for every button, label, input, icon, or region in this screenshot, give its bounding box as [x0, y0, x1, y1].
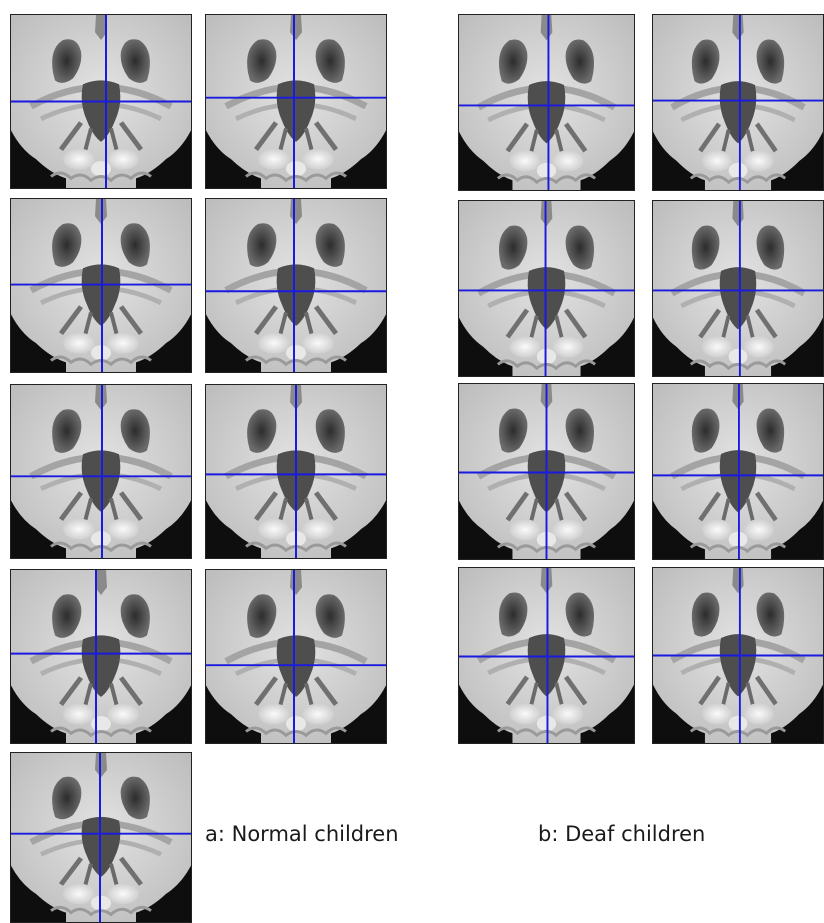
mri-panel-deaf-6	[652, 383, 824, 560]
mri-panel-deaf-8	[652, 567, 824, 744]
mri-panel-deaf-4	[652, 200, 824, 377]
mri-panel-deaf-2	[652, 14, 824, 191]
mri-panel-deaf-3	[458, 200, 635, 377]
mri-panel-deaf-1	[458, 14, 635, 191]
mri-panel-normal-8	[205, 569, 387, 744]
mri-panel-normal-7	[10, 569, 192, 744]
mri-panel-deaf-7	[458, 567, 635, 744]
mri-panel-normal-9	[10, 752, 192, 923]
mri-panel-normal-5	[10, 384, 192, 559]
caption-normal-children: a: Normal children	[205, 822, 399, 846]
caption-deaf-children: b: Deaf children	[538, 822, 706, 846]
mri-panel-normal-1	[10, 14, 192, 189]
mri-panel-deaf-5	[458, 383, 635, 560]
mri-panel-normal-6	[205, 384, 387, 559]
mri-panel-normal-2	[205, 14, 387, 189]
mri-panel-normal-4	[205, 198, 387, 373]
mri-panel-normal-3	[10, 198, 192, 373]
